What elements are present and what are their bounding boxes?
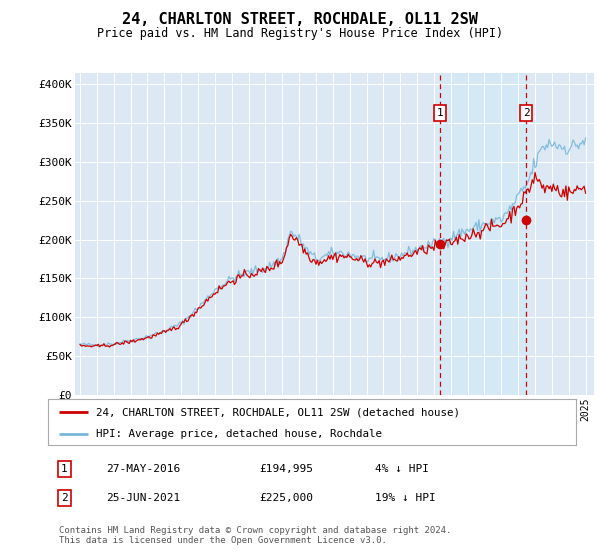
Text: 25-JUN-2021: 25-JUN-2021 [106,493,181,503]
Text: 2: 2 [61,493,68,503]
Text: Contains HM Land Registry data © Crown copyright and database right 2024.
This d: Contains HM Land Registry data © Crown c… [59,526,451,545]
Text: Price paid vs. HM Land Registry's House Price Index (HPI): Price paid vs. HM Land Registry's House … [97,27,503,40]
Text: 19% ↓ HPI: 19% ↓ HPI [376,493,436,503]
Text: 4% ↓ HPI: 4% ↓ HPI [376,464,430,474]
Text: £225,000: £225,000 [259,493,313,503]
Text: 2: 2 [523,108,529,118]
Text: HPI: Average price, detached house, Rochdale: HPI: Average price, detached house, Roch… [95,429,382,438]
Text: 24, CHARLTON STREET, ROCHDALE, OL11 2SW: 24, CHARLTON STREET, ROCHDALE, OL11 2SW [122,12,478,27]
Text: 27-MAY-2016: 27-MAY-2016 [106,464,181,474]
Text: 24, CHARLTON STREET, ROCHDALE, OL11 2SW (detached house): 24, CHARLTON STREET, ROCHDALE, OL11 2SW … [95,407,460,417]
Text: £194,995: £194,995 [259,464,313,474]
Text: 1: 1 [61,464,68,474]
Text: 1: 1 [437,108,443,118]
Bar [440,73,526,395]
